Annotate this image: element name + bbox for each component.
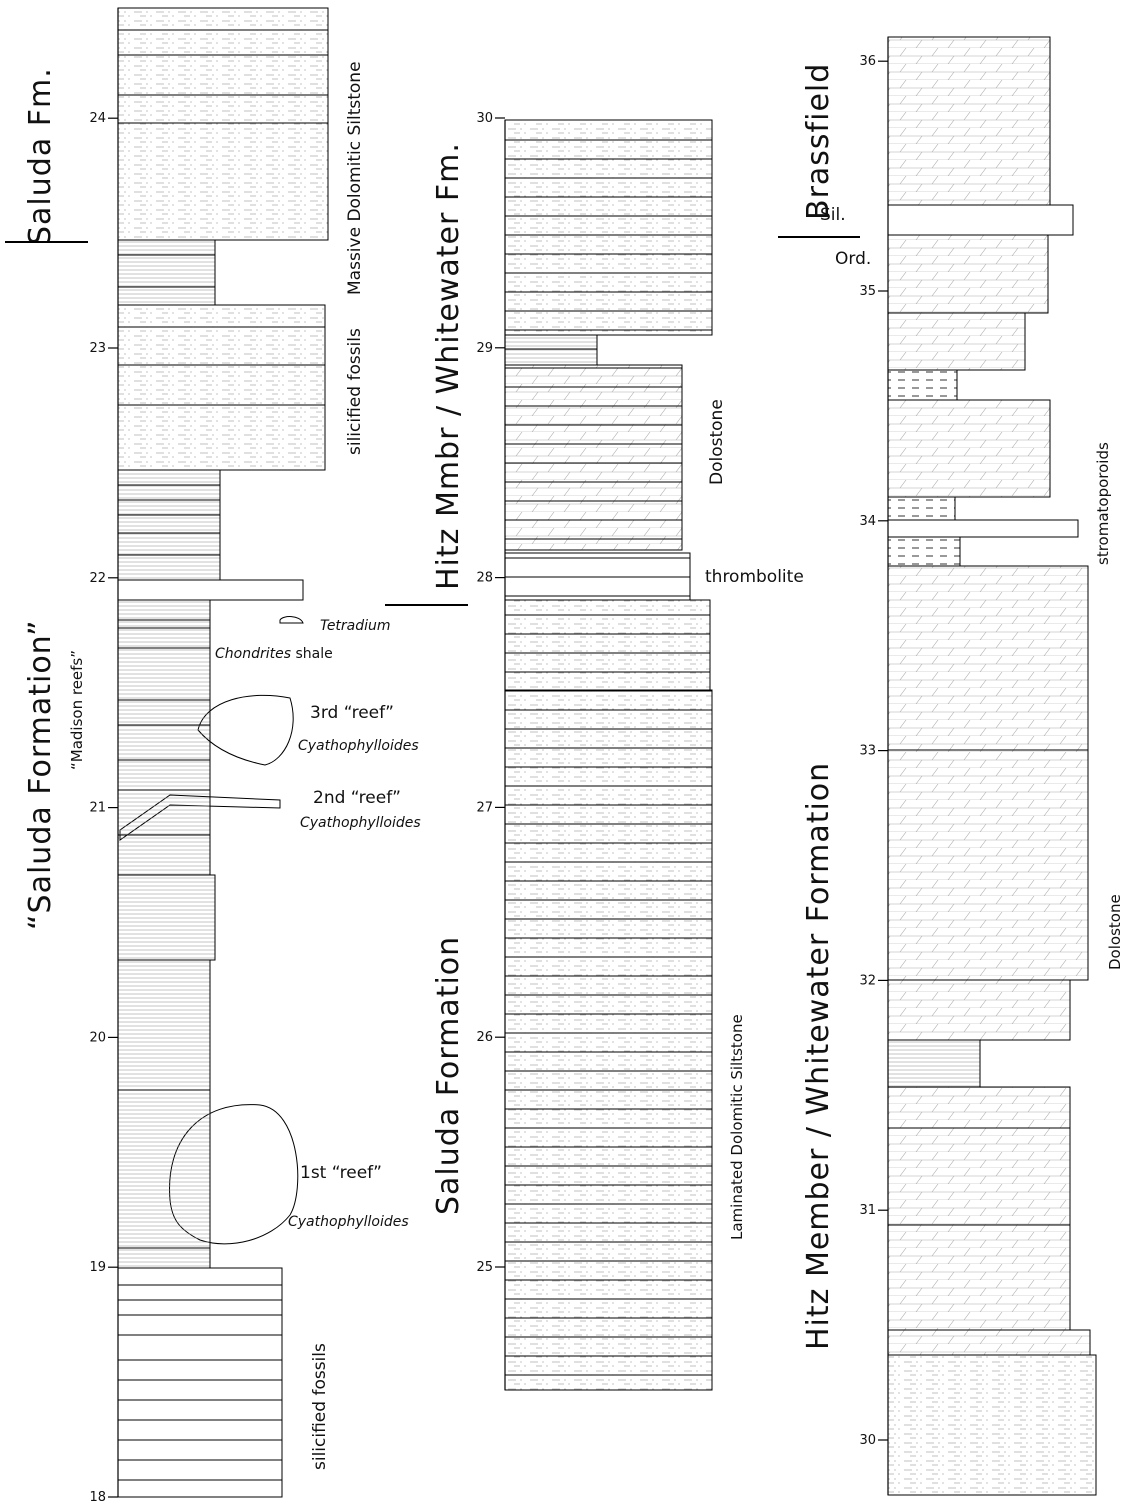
formation-label: Saluda Formation	[431, 936, 466, 1215]
bed	[888, 980, 1070, 1040]
bed	[888, 1040, 980, 1087]
lithology-label: Dolostone	[707, 399, 727, 485]
reef-label: 3rd “reef”	[310, 703, 394, 723]
bed	[118, 960, 210, 1268]
tick-label: 31	[859, 1203, 876, 1218]
bed	[505, 690, 712, 1390]
note: Chondrites shale	[215, 646, 333, 662]
formation-label: Brassfield	[801, 63, 836, 220]
formation-label: Hitz Member / Whitewater Formation	[801, 762, 836, 1350]
bed	[888, 566, 1088, 980]
fossil-label: Cyathophylloides	[300, 815, 421, 831]
bed	[505, 600, 710, 690]
column: 30 31 32 33 34 35 36	[859, 37, 1096, 1495]
bed	[118, 305, 325, 470]
column: 25 26 27 28 29 30	[476, 111, 712, 1390]
tick-label: 25	[476, 1260, 493, 1275]
bed	[118, 240, 215, 305]
bed	[888, 205, 1073, 235]
tick-label: 22	[89, 571, 106, 586]
bed	[888, 497, 955, 520]
tick-label: 18	[89, 1490, 106, 1505]
bed	[505, 365, 682, 550]
lithology-label: Dolostone	[1106, 894, 1124, 970]
bed	[118, 580, 303, 600]
reef-label: 1st “reef”	[300, 1163, 382, 1183]
tick-label: 23	[89, 341, 106, 356]
formation-label: “Saluda Formation”	[23, 619, 58, 930]
tick-label: 30	[859, 1433, 876, 1448]
bed	[505, 120, 712, 335]
period-label: Sil.	[820, 205, 846, 225]
tick-label: 34	[859, 514, 876, 529]
formation-label: Hitz Mmbr / Whitewater Fm.	[431, 142, 466, 590]
tick-label: 19	[89, 1260, 106, 1275]
tick-label: 26	[476, 1030, 493, 1045]
reef-label: 2nd “reef”	[313, 788, 401, 808]
note: stromatoporoids	[1094, 442, 1112, 565]
fossil-label: Cyathophylloides	[288, 1214, 409, 1230]
bed	[118, 875, 215, 960]
stratigraphic-columns: 30 31 32 33 34 35 36 25 26 27 28 29 30 18 19 20 21 22 23 24…	[0, 0, 1127, 1507]
tick-label: 29	[476, 341, 493, 356]
tick-label: 35	[859, 284, 876, 299]
bed	[888, 313, 1025, 370]
tick-label: 32	[859, 973, 876, 988]
lithology-label: thrombolite	[705, 567, 804, 587]
bed	[888, 537, 960, 566]
tick-label: 30	[476, 111, 493, 126]
fossil-label: Tetradium	[320, 618, 391, 634]
bed	[118, 600, 210, 875]
bed	[118, 470, 220, 580]
reef	[280, 617, 303, 623]
formation-label: Saluda Fm.	[23, 67, 58, 245]
lithology-label: Massive Dolomitic Siltstone	[345, 61, 365, 295]
bed	[888, 1087, 1070, 1330]
note: shale	[291, 646, 333, 662]
bed	[888, 400, 1050, 497]
tick-label: 33	[859, 744, 876, 759]
bed	[118, 8, 328, 240]
period-label: Ord.	[835, 249, 871, 269]
note: silicified fossils	[310, 1343, 330, 1470]
lithology-label: Laminated Dolomitic Siltstone	[728, 1014, 746, 1240]
bed	[888, 1330, 1090, 1355]
tick-label: 27	[476, 800, 493, 815]
bed	[888, 1355, 1096, 1495]
fossil-label: Cyathophylloides	[298, 738, 419, 754]
note: silicified fossils	[345, 328, 365, 455]
bed	[888, 520, 1078, 537]
tick-label: 36	[859, 54, 876, 69]
reef	[198, 695, 293, 765]
bed	[888, 235, 1048, 313]
column: 18 19 20 21 22 23 24	[89, 8, 328, 1505]
bed	[505, 335, 597, 365]
bed	[505, 553, 690, 600]
tick-label: 28	[476, 571, 493, 586]
tick-label: 24	[89, 111, 106, 126]
bed	[888, 370, 957, 400]
tick-label: 21	[89, 801, 106, 816]
note: “Madison reefs”	[68, 650, 86, 770]
bed	[118, 1268, 282, 1497]
tick-label: 20	[89, 1030, 106, 1045]
fossil-label: Chondrites	[215, 646, 291, 662]
bed	[888, 37, 1050, 205]
